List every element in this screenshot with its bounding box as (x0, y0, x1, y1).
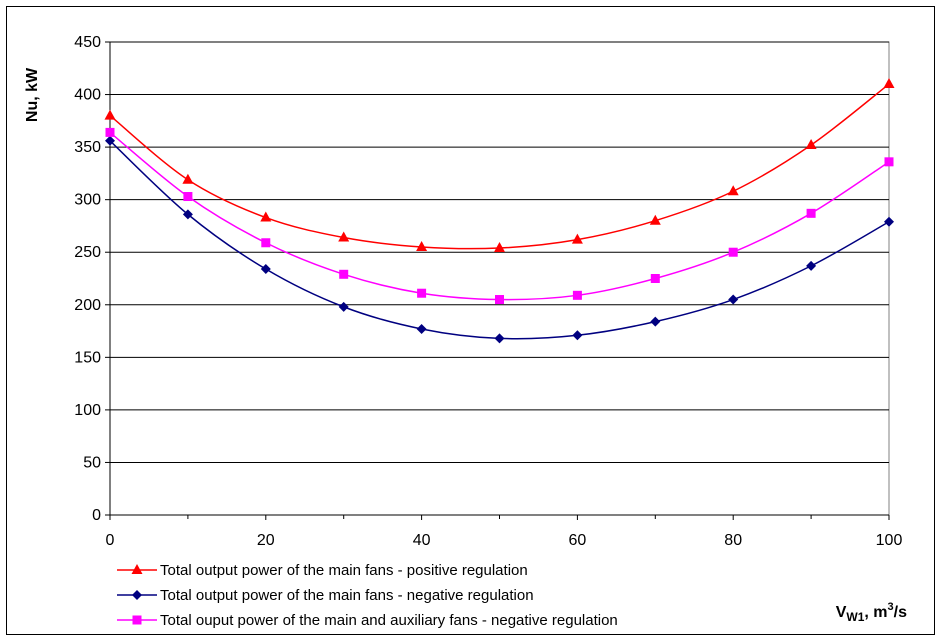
data-point (806, 208, 816, 218)
y-tick-label: 200 (74, 297, 101, 314)
data-point (649, 214, 661, 225)
data-point (182, 209, 193, 220)
data-point (727, 185, 739, 196)
chart-frame (6, 6, 935, 635)
axes: 0 50 100 150 200 250 300 350 400 450 0 20 40 60 80 100 (74, 34, 902, 549)
x-axis-title-subscript: W1 (846, 610, 864, 624)
legend-triangle-marker-icon (131, 564, 143, 574)
data-point (650, 316, 661, 327)
data-point (728, 247, 738, 257)
y-tick-label: 250 (74, 244, 101, 261)
data-point (182, 173, 194, 184)
y-tick-label: 350 (74, 139, 101, 156)
data-point (884, 216, 894, 227)
legend-item-positive-main: Total output power of the main fans - po… (117, 562, 528, 579)
legend-item-negative-main-aux: Total ouput power of the main and auxili… (117, 612, 618, 629)
data-point (728, 294, 739, 305)
data-point (416, 323, 427, 334)
data-point (571, 233, 583, 244)
data-point (416, 240, 428, 251)
data-point (805, 139, 817, 150)
y-tick-label: 400 (74, 87, 101, 104)
data-point (260, 264, 271, 275)
series-0 (104, 78, 895, 253)
legend-marker (132, 590, 142, 600)
x-tick-label: 20 (257, 532, 275, 549)
data-point (105, 135, 115, 146)
y-tick-label: 100 (74, 402, 101, 419)
data-point (884, 157, 894, 167)
series-2 (105, 127, 894, 305)
data-point (495, 295, 504, 305)
y-tick-label: 50 (83, 454, 101, 471)
data-point (339, 269, 349, 279)
data-point (494, 333, 505, 344)
data-point (104, 109, 116, 120)
data-point (650, 274, 660, 283)
data-point (105, 127, 115, 137)
y-tick-label: 450 (74, 34, 101, 51)
data-point (417, 288, 427, 298)
y-tick-label: 150 (74, 349, 101, 366)
x-axis-title-superscript: 3 (888, 601, 894, 613)
legend-diamond-marker-icon (132, 590, 142, 600)
y-axis-title: Nu, kW (24, 67, 41, 122)
plot-area (109, 41, 890, 516)
data-point (572, 290, 582, 300)
legend: Total output power of the main fans - po… (117, 562, 618, 629)
y-tick-label: 0 (92, 507, 101, 524)
data-point (338, 231, 350, 242)
x-tick-label: 0 (106, 532, 115, 549)
x-tick-label: 80 (724, 532, 742, 549)
data-point (260, 211, 272, 222)
x-tick-label: 100 (876, 532, 903, 549)
legend-label: Total output power of the main fans - po… (160, 562, 528, 579)
legend-marker (132, 615, 142, 625)
legend-label: Total output power of the main fans - ne… (160, 587, 534, 604)
legend-square-marker-icon (132, 615, 142, 625)
x-tick-label: 40 (413, 532, 431, 549)
x-tick-label: 60 (569, 532, 587, 549)
legend-label: Total ouput power of the main and auxili… (160, 612, 618, 629)
data-point (338, 301, 349, 312)
data-point (261, 238, 271, 248)
legend-item-negative-main: Total output power of the main fans - ne… (117, 587, 534, 604)
legend-marker (131, 564, 143, 574)
y-tick-label: 300 (74, 192, 101, 209)
series-1 (105, 135, 894, 344)
x-axis-title: VW1, m3/s (836, 601, 907, 624)
series-layer (104, 78, 895, 344)
data-point (806, 260, 817, 271)
data-point (883, 78, 895, 89)
data-point (183, 192, 193, 202)
data-point (494, 242, 505, 253)
data-point (572, 330, 583, 341)
